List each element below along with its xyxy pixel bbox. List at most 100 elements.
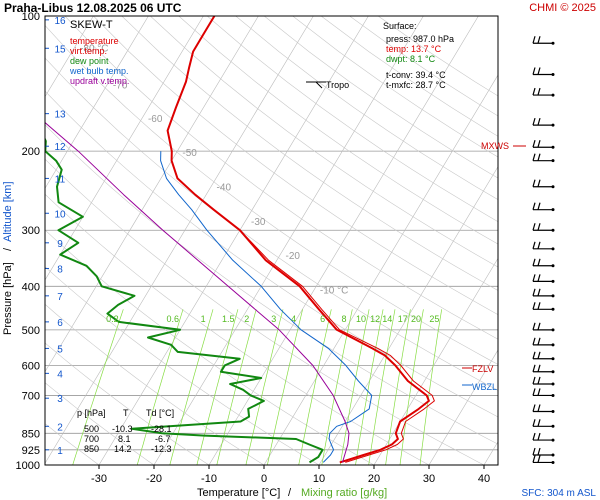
sfc-elevation: SFC: 304 m ASL: [522, 488, 597, 499]
altitude-tick-label: 2: [57, 422, 63, 433]
fzlv-label: FZLV: [472, 364, 493, 374]
pressure-tick-label: 600: [22, 360, 40, 372]
wind-barb-flag: [537, 67, 541, 75]
mixing-ratio-label: 8: [341, 314, 346, 324]
chart-title: Praha-Libus 12.08.2025 06 UTC: [4, 1, 182, 15]
dry-adiabat: [150, 16, 498, 268]
wind-barb-flag: [537, 388, 541, 396]
pressure-tick-label: 300: [22, 225, 40, 237]
isotherm-line: [318, 166, 498, 465]
mixing-ratio-line: [196, 309, 239, 465]
wind-barb-flag: [537, 274, 541, 282]
wind-barb-dot: [551, 393, 555, 397]
altitude-tick-label: 5: [57, 344, 63, 355]
x-tick-label: 30: [423, 473, 435, 485]
wind-barb-dot: [551, 264, 555, 268]
wind-barb-flag: [537, 153, 541, 161]
wind-barb-flag: [537, 364, 541, 372]
mixing-ratio-label: 4: [291, 314, 296, 324]
dry-adiabat: [45, 158, 485, 465]
isotherm-label: -60: [148, 114, 163, 125]
table-header-td: Td [°C]: [146, 408, 174, 418]
table-row-700-td: -6.7: [155, 434, 171, 444]
isotherm-line: [98, 16, 369, 465]
wind-barb-flag: [537, 87, 541, 96]
mixing-ratio-line: [399, 309, 424, 465]
wind-barb-flag: [537, 419, 541, 427]
isotherm-line: [263, 74, 498, 465]
mixing-ratio-label: 0.2: [106, 314, 119, 324]
copyright: CHMI © 2025: [529, 2, 596, 14]
isotherm-label: -40: [217, 183, 232, 194]
wind-barb-dot: [551, 343, 555, 347]
pressure-tick-label: 100: [22, 11, 40, 23]
wind-barb-flag: [532, 87, 536, 96]
ylabel-pressure: Pressure [hPa]: [2, 262, 14, 335]
tropo-label: Tropo: [326, 80, 349, 90]
wind-barb-flag: [537, 179, 541, 187]
wind-barb-dot: [551, 123, 555, 127]
mixing-ratio-label: 12: [370, 314, 380, 324]
wind-barb-flag: [537, 288, 541, 297]
altitude-tick-label: 1: [57, 446, 63, 457]
x-tick-label: 10: [313, 473, 325, 485]
pressure-tick-label: 850: [22, 428, 40, 440]
wind-barb-dot: [551, 208, 555, 212]
table-row-500-p: 500: [84, 424, 99, 434]
mixing-ratio-label: 10: [356, 314, 366, 324]
wind-barb-dot: [551, 409, 555, 413]
altitude-tick-label: 6: [57, 318, 63, 329]
isotherm-line: [45, 16, 259, 373]
mxws-marker: MXWS: [481, 141, 526, 151]
wind-barb-flag: [537, 258, 541, 266]
mixing-ratio-label: 14: [382, 314, 392, 324]
wind-barb-flag: [532, 419, 536, 427]
wind-barb-flag: [537, 36, 541, 44]
wind-barb-dot: [551, 159, 555, 163]
wind-barb-flag: [532, 140, 536, 148]
wbzl-label: WBZL: [472, 382, 497, 392]
mxws-label: MXWS: [481, 141, 509, 151]
x-tick-label: 20: [368, 473, 380, 485]
wind-barb-flag: [537, 432, 541, 441]
isotherm-line: [45, 16, 149, 189]
pressure-tick-label: 1000: [16, 460, 40, 472]
mixing-ratio-label: 1: [201, 314, 206, 324]
dry-adiabat: [178, 16, 498, 245]
wind-barb-flag: [532, 153, 536, 161]
series-wet-bulb-temp-line: [160, 151, 373, 463]
dry-adiabat: [64, 16, 498, 340]
isotherm-line: [45, 16, 94, 98]
isotherm-label: -70: [113, 80, 128, 91]
wind-barb-flag: [532, 337, 536, 346]
legend-temperature: temperature: [70, 36, 119, 46]
mixing-ratio-label: 1.5: [222, 314, 235, 324]
xlabel-temperature: Temperature [°C]: [197, 487, 280, 499]
surface-tmxfc: t-mxfc: 28.7 °C: [386, 80, 446, 90]
table-header-p: p [hPa]: [77, 408, 106, 418]
pressure-tick-label: 200: [22, 146, 40, 158]
mixing-ratio-line: [355, 309, 384, 465]
wind-barb-flag: [532, 322, 536, 331]
ylabel-altitude: Altitude [km]: [2, 181, 14, 242]
altitude-tick-label: 11: [55, 174, 66, 185]
legend: SKEW-T temperature virt.temp. dew point …: [69, 19, 129, 86]
wind-barb-dot: [551, 424, 555, 428]
wind-barb-flag: [532, 258, 536, 266]
wind-barb-dot: [551, 382, 555, 386]
wind-barb-dot: [551, 307, 555, 311]
levels-table: p [hPa] T Td [°C] 500 -10.3 -28.1 700 8.…: [77, 408, 174, 454]
wind-barb-flag: [532, 455, 536, 463]
surface-tconv: t-conv: 39.4 °C: [386, 70, 446, 80]
mixing-ratio-label: 2: [244, 314, 249, 324]
wind-barb-flag: [532, 274, 536, 282]
wind-barb-dot: [551, 247, 555, 251]
legend-updraft: updraft v.temp.: [70, 76, 129, 86]
dry-adiabat: [45, 303, 265, 465]
wind-barb-dot: [551, 185, 555, 189]
wind-barb-flag: [532, 351, 536, 359]
wind-barb-dot: [551, 453, 555, 457]
wind-barb-flag: [532, 432, 536, 441]
pressure-tick-label: 500: [22, 325, 40, 337]
